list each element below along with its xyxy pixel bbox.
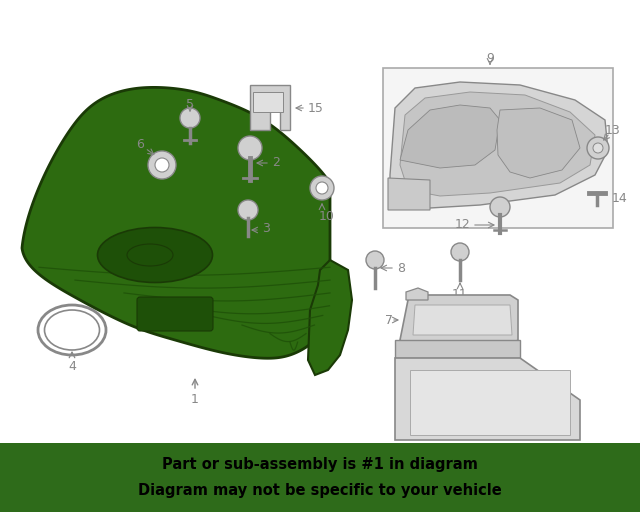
Circle shape bbox=[593, 143, 603, 153]
Polygon shape bbox=[406, 288, 428, 300]
Polygon shape bbox=[410, 370, 570, 435]
Polygon shape bbox=[413, 305, 512, 335]
Bar bbox=[253, 92, 283, 112]
Text: 5: 5 bbox=[186, 97, 194, 111]
Polygon shape bbox=[390, 82, 608, 208]
Text: Diagram may not be specific to your vehicle: Diagram may not be specific to your vehi… bbox=[138, 482, 502, 498]
Circle shape bbox=[238, 136, 262, 160]
Polygon shape bbox=[308, 260, 352, 375]
Text: 14: 14 bbox=[612, 191, 628, 204]
Text: 15: 15 bbox=[308, 101, 324, 115]
Text: 7: 7 bbox=[385, 313, 393, 327]
Circle shape bbox=[316, 182, 328, 194]
Bar bbox=[383, 68, 613, 228]
Text: 4: 4 bbox=[68, 360, 76, 373]
Text: 13: 13 bbox=[605, 123, 621, 137]
Polygon shape bbox=[395, 340, 520, 358]
Text: 11: 11 bbox=[452, 288, 468, 301]
Circle shape bbox=[310, 176, 334, 200]
Text: Part or sub-assembly is #1 in diagram: Part or sub-assembly is #1 in diagram bbox=[162, 458, 478, 473]
Bar bbox=[0, 443, 640, 512]
Polygon shape bbox=[388, 178, 430, 210]
FancyBboxPatch shape bbox=[137, 297, 213, 331]
Circle shape bbox=[155, 158, 169, 172]
Text: 8: 8 bbox=[397, 262, 405, 274]
Polygon shape bbox=[395, 358, 580, 440]
Polygon shape bbox=[400, 295, 518, 345]
Circle shape bbox=[490, 197, 510, 217]
Polygon shape bbox=[497, 108, 580, 178]
Text: 3: 3 bbox=[262, 222, 270, 234]
Polygon shape bbox=[400, 105, 500, 168]
Polygon shape bbox=[250, 85, 290, 130]
Text: 12: 12 bbox=[454, 219, 470, 231]
Polygon shape bbox=[22, 88, 330, 358]
Circle shape bbox=[180, 108, 200, 128]
Ellipse shape bbox=[97, 227, 212, 283]
Text: 2: 2 bbox=[272, 157, 280, 169]
Circle shape bbox=[451, 243, 469, 261]
Text: 1: 1 bbox=[191, 393, 199, 406]
Text: 6: 6 bbox=[136, 139, 144, 152]
Polygon shape bbox=[400, 92, 595, 196]
Text: 10: 10 bbox=[319, 210, 335, 223]
Text: 9: 9 bbox=[486, 52, 494, 65]
Circle shape bbox=[587, 137, 609, 159]
Circle shape bbox=[366, 251, 384, 269]
Circle shape bbox=[238, 200, 258, 220]
Circle shape bbox=[148, 151, 176, 179]
